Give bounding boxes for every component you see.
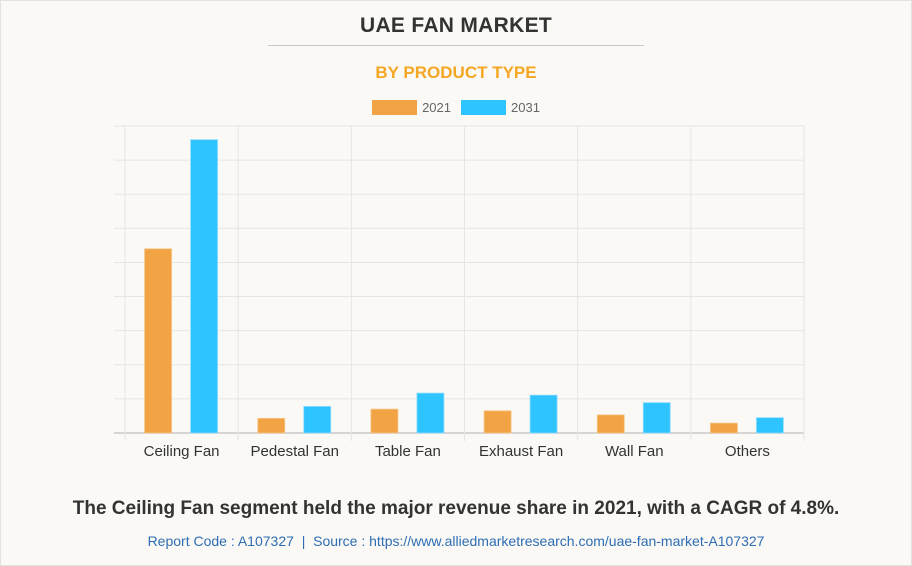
summary-caption: The Ceiling Fan segment held the major r… [72, 498, 840, 519]
title-divider [268, 45, 644, 46]
legend-item-2031[interactable]: 2031 [461, 100, 540, 115]
legend-label-2031: 2031 [511, 100, 540, 115]
legend-label-2021: 2021 [422, 100, 451, 115]
report-code: Report Code : A107327 [147, 533, 294, 549]
bar-2031-table-fan[interactable] [416, 392, 445, 434]
source-line: Report Code : A107327 | Source : https:/… [0, 533, 912, 549]
bars [144, 139, 784, 434]
x-tick-label: Exhaust Fan [479, 443, 563, 460]
bar-2031-wall-fan[interactable] [642, 402, 671, 434]
legend-swatch-2021 [372, 100, 418, 115]
bar-2031-pedestal-fan[interactable] [303, 405, 332, 434]
chart-subtitle: BY PRODUCT TYPE [375, 63, 537, 82]
bar-2031-others[interactable] [756, 417, 784, 434]
x-tick-label: Ceiling Fan [144, 443, 220, 460]
bar-2021-wall-fan[interactable] [596, 414, 625, 434]
x-tick-label: Pedestal Fan [251, 443, 339, 460]
legend-item-2021[interactable]: 2021 [372, 100, 451, 115]
x-tick-label: Table Fan [375, 443, 441, 460]
bar-2021-others[interactable] [710, 422, 738, 434]
bar-2021-exhaust-fan[interactable] [483, 410, 512, 434]
bar-2021-table-fan[interactable] [370, 408, 399, 434]
gridlines [114, 125, 805, 441]
legend: 2021 2031 [0, 100, 912, 115]
source-link[interactable]: Source : https://www.alliedmarketresearc… [313, 533, 765, 549]
x-tick-label: Wall Fan [605, 443, 664, 460]
bar-2031-ceiling-fan[interactable] [190, 139, 218, 434]
bar-2031-exhaust-fan[interactable] [529, 394, 558, 434]
x-tick-label: Others [725, 443, 770, 460]
bar-2021-pedestal-fan[interactable] [257, 417, 286, 434]
chart-title: UAE FAN MARKET [359, 14, 553, 37]
source-separator: | [301, 533, 306, 549]
legend-swatch-2031 [461, 100, 506, 115]
bar-2021-ceiling-fan[interactable] [144, 248, 172, 434]
x-axis-labels: Ceiling Fan Pedestal Fan Table Fan Exhaust … [144, 443, 770, 460]
